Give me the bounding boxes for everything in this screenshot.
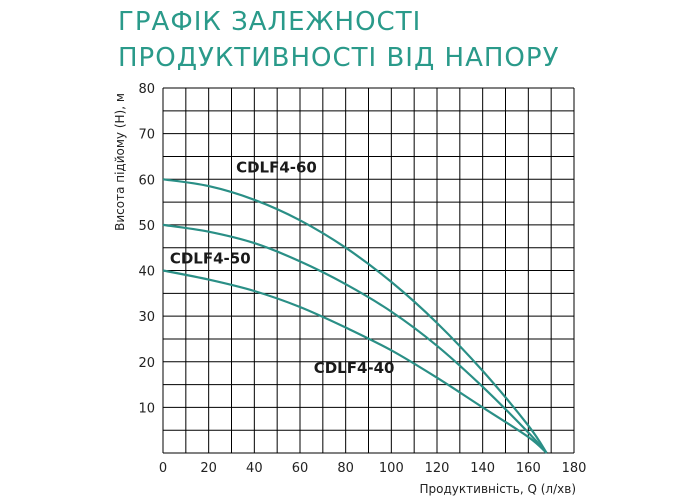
x-tick-label: 140: [470, 461, 495, 476]
x-tick-label: 160: [516, 461, 541, 476]
y-axis-label: Висота підйому (H), м: [113, 93, 127, 231]
x-axis-label: Продуктивність, Q (л/хв): [420, 482, 576, 496]
y-tick-label: 30: [138, 310, 155, 325]
series-label-cdlf4-50: CDLF4-50: [170, 250, 251, 268]
y-tick-label: 70: [138, 128, 155, 143]
y-tick-label: 80: [138, 82, 155, 97]
tick-labels: 0 20 40 60 80 100 120 140 160 180 10 20 30 40 50 60 70 80: [138, 82, 586, 476]
series-label-cdlf4-40: CDLF4-40: [314, 359, 395, 377]
grid: [162, 87, 575, 454]
y-tick-label: 60: [138, 173, 155, 188]
series-label-cdlf4-60: CDLF4-60: [236, 158, 317, 176]
x-tick-label: 120: [425, 461, 450, 476]
x-tick-label: 60: [292, 461, 309, 476]
curve-cdlf4-40: [162, 269, 548, 454]
series-labels: CDLF4-60 CDLF4-50 CDLF4-40: [170, 158, 395, 377]
x-tick-label: 180: [562, 461, 587, 476]
chart-title-line-1: ГРАФІК ЗАЛЕЖНОСТІ: [118, 7, 422, 37]
chart-title-line-2: ПРОДУКТИВНОСТІ ВІД НАПОРУ: [118, 43, 560, 73]
y-tick-label: 40: [138, 265, 155, 280]
x-tick-label: 20: [200, 461, 217, 476]
performance-curves: [162, 178, 548, 454]
y-tick-label: 10: [138, 401, 155, 416]
x-tick-label: 100: [379, 461, 404, 476]
chart-title: ГРАФІК ЗАЛЕЖНОСТІ ПРОДУКТИВНОСТІ ВІД НАП…: [118, 4, 678, 76]
x-tick-label: 80: [337, 461, 354, 476]
y-tick-label: 20: [138, 356, 155, 371]
curve-cdlf4-50: [162, 223, 548, 454]
x-tick-label: 0: [159, 461, 167, 476]
x-tick-label: 40: [246, 461, 263, 476]
y-tick-label: 50: [138, 219, 155, 234]
curve-cdlf4-60: [162, 178, 548, 454]
